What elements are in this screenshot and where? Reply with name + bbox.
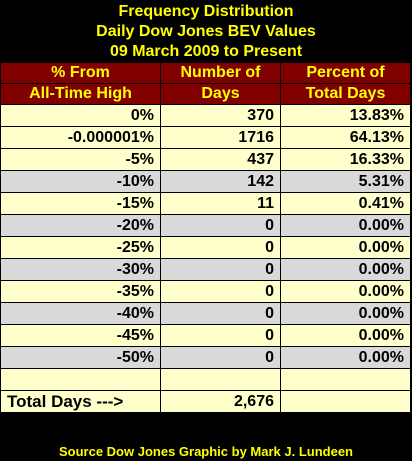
header-days-line-2: Days	[160, 83, 281, 105]
total-empty-cell	[280, 390, 411, 413]
days-cell: 142	[160, 170, 281, 193]
percent-cell: 13.83%	[280, 104, 411, 127]
bin-cell: 0%	[0, 104, 161, 127]
bin-cell: -5%	[0, 148, 161, 171]
days-cell: 0	[160, 302, 281, 325]
bin-cell: -35%	[0, 280, 161, 303]
table-row: -20% 0 0.00%	[0, 214, 411, 237]
source-credit: Source Dow Jones Graphic by Mark J. Lund…	[58, 444, 354, 459]
bin-cell: -30%	[0, 258, 161, 281]
title-line-3: 09 March 2009 to Present	[109, 43, 303, 60]
title-line-2: Daily Dow Jones BEV Values	[96, 23, 316, 40]
table-row: 0% 370 13.83%	[0, 104, 411, 127]
days-cell: 437	[160, 148, 281, 171]
table-row: -50% 0 0.00%	[0, 346, 411, 369]
percent-cell: 16.33%	[280, 148, 411, 171]
table-row: -40% 0 0.00%	[0, 302, 411, 325]
table-row: -25% 0 0.00%	[0, 236, 411, 259]
header-row-1: % From Number of Percent of	[0, 62, 411, 84]
frequency-table: % From Number of Percent of All-Time Hig…	[0, 62, 411, 413]
days-cell: 11	[160, 192, 281, 215]
percent-cell: 0.00%	[280, 280, 411, 303]
days-cell: 0	[160, 236, 281, 259]
days-cell: 1716	[160, 126, 281, 149]
percent-cell: 0.41%	[280, 192, 411, 215]
table-row	[0, 368, 411, 391]
header-percent-line-2: Total Days	[280, 83, 411, 105]
table-row: -35% 0 0.00%	[0, 280, 411, 303]
bin-cell: -25%	[0, 236, 161, 259]
table-row: -30% 0 0.00%	[0, 258, 411, 281]
header-bin-line-1: % From	[0, 62, 161, 84]
percent-cell: 0.00%	[280, 302, 411, 325]
percent-cell: 0.00%	[280, 346, 411, 369]
table-row: -15% 11 0.41%	[0, 192, 411, 215]
bin-cell: -50%	[0, 346, 161, 369]
days-cell: 0	[160, 214, 281, 237]
total-label: Total Days --->	[0, 390, 161, 413]
days-cell: 370	[160, 104, 281, 127]
bin-cell	[0, 368, 161, 391]
header-row-2: All-Time High Days Total Days	[0, 83, 411, 105]
table-row: -0.000001% 1716 64.13%	[0, 126, 411, 149]
header-bin-line-2: All-Time High	[0, 83, 161, 105]
percent-cell: 0.00%	[280, 324, 411, 347]
days-cell: 0	[160, 258, 281, 281]
percent-cell	[280, 368, 411, 391]
total-value: 2,676	[160, 390, 281, 413]
bin-cell: -0.000001%	[0, 126, 161, 149]
days-cell: 0	[160, 324, 281, 347]
bin-cell: -10%	[0, 170, 161, 193]
table-body: % From Number of Percent of All-Time Hig…	[0, 62, 411, 413]
bin-cell: -45%	[0, 324, 161, 347]
chart-title: Frequency Distribution Daily Dow Jones B…	[0, 2, 412, 62]
bin-cell: -15%	[0, 192, 161, 215]
percent-cell: 0.00%	[280, 214, 411, 237]
days-cell: 0	[160, 346, 281, 369]
total-row: Total Days ---> 2,676	[0, 390, 411, 413]
title-line-1: Frequency Distribution	[118, 3, 294, 20]
header-percent-line-1: Percent of	[280, 62, 411, 84]
percent-cell: 0.00%	[280, 258, 411, 281]
days-cell: 0	[160, 280, 281, 303]
header-days-line-1: Number of	[160, 62, 281, 84]
bin-cell: -40%	[0, 302, 161, 325]
percent-cell: 5.31%	[280, 170, 411, 193]
percent-cell: 64.13%	[280, 126, 411, 149]
table-row: -5% 437 16.33%	[0, 148, 411, 171]
table-row: -10% 142 5.31%	[0, 170, 411, 193]
days-cell	[160, 368, 281, 391]
bin-cell: -20%	[0, 214, 161, 237]
table-row: -45% 0 0.00%	[0, 324, 411, 347]
percent-cell: 0.00%	[280, 236, 411, 259]
